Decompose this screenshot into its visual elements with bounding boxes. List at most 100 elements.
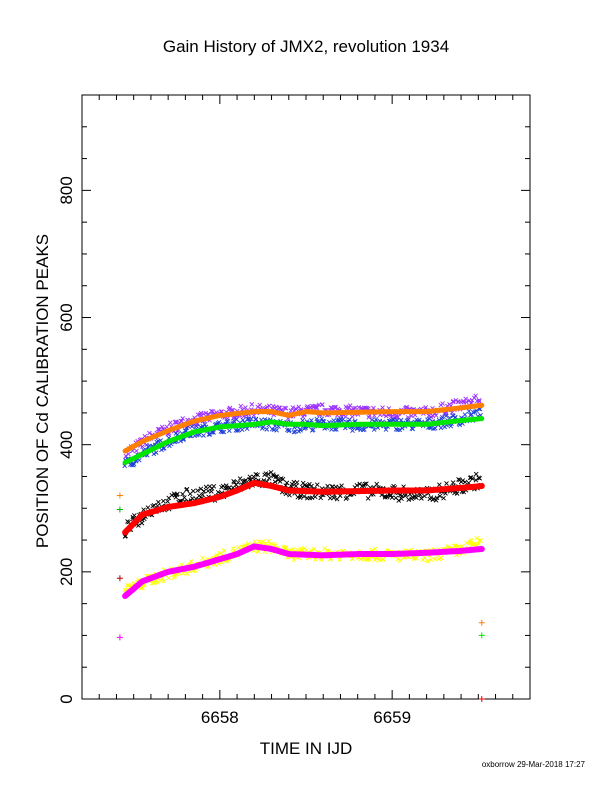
scatter-point <box>293 483 299 489</box>
scatter-point <box>434 495 440 501</box>
scatter-point <box>396 498 402 503</box>
scatter-point <box>265 471 271 477</box>
scatter-point <box>240 417 246 423</box>
scatter-point <box>217 550 223 556</box>
scatter-point <box>371 427 377 432</box>
scatter-point <box>314 405 320 411</box>
scatter-point <box>312 494 318 500</box>
scatter-point <box>325 483 330 489</box>
scatter-point <box>373 556 379 561</box>
scatter-point <box>354 483 360 488</box>
scatter-point <box>455 544 461 549</box>
scatter-point <box>369 417 375 423</box>
scatter-point <box>309 418 314 423</box>
scatter-point <box>466 408 472 414</box>
scatter-point <box>440 401 445 406</box>
scatter-point <box>422 493 427 499</box>
scatter-point <box>457 422 463 428</box>
scatter-point <box>209 408 214 414</box>
data-series <box>122 393 485 599</box>
scatter-point <box>195 412 201 417</box>
scatter-point <box>243 405 248 410</box>
x-tick-label: 6659 <box>373 708 411 727</box>
scatter-point <box>145 505 151 510</box>
scatter-point <box>462 412 468 417</box>
scatter-point <box>229 407 234 413</box>
scatter-point <box>332 427 338 432</box>
scatter-point <box>272 479 278 485</box>
scatter-point <box>235 428 240 433</box>
scatter-point <box>412 555 417 561</box>
scatter-point <box>256 549 261 555</box>
scatter-point <box>132 513 137 518</box>
series-3 <box>122 535 483 596</box>
scatter-point <box>126 451 131 457</box>
scatter-point <box>468 537 474 543</box>
scatter-point <box>231 546 236 551</box>
reference-marker <box>478 696 485 702</box>
scatter-point <box>175 491 180 497</box>
scatter-point <box>428 557 434 563</box>
scatter-point <box>444 481 449 486</box>
scatter-point <box>298 428 303 433</box>
scatter-point <box>166 575 171 581</box>
scatter-point <box>184 486 190 492</box>
scatter-point <box>182 495 187 500</box>
scatter-point <box>383 427 389 432</box>
scatter-point <box>125 582 130 588</box>
scatter-point <box>309 495 315 500</box>
scatter-point <box>337 493 343 499</box>
series-line <box>122 479 485 536</box>
scatter-point <box>290 547 296 552</box>
footer-credit: oxborrow 29-Mar-2018 17:27 <box>482 760 586 769</box>
series-line <box>122 543 485 599</box>
scatter-point <box>283 545 289 550</box>
scatter-point <box>428 425 434 431</box>
scatter-point <box>140 444 145 449</box>
scatter-point <box>474 535 480 541</box>
scatter-point <box>365 556 371 562</box>
series-7 <box>122 543 485 599</box>
scatter-point <box>291 429 297 435</box>
scatter-point <box>214 552 220 558</box>
scatter-point <box>399 425 405 431</box>
scatter-point <box>221 429 227 435</box>
scatter-point <box>389 414 394 420</box>
scatter-point <box>314 482 320 488</box>
series-6 <box>122 479 485 536</box>
scatter-point <box>243 478 249 483</box>
scatter-point <box>321 419 327 424</box>
scatter-point <box>397 427 403 433</box>
scatter-point <box>300 418 305 423</box>
scatter-point <box>180 416 186 421</box>
scatter-point <box>284 480 290 486</box>
scatter-point <box>477 476 482 481</box>
scatter-point <box>310 427 316 433</box>
scatter-point <box>210 409 215 414</box>
scatter-point <box>432 556 438 562</box>
scatter-point <box>373 417 379 422</box>
scatter-point <box>165 499 170 504</box>
scatter-point <box>223 483 229 488</box>
scatter-point <box>274 404 279 410</box>
scatter-point <box>372 546 378 552</box>
y-tick-label: 600 <box>57 303 76 331</box>
scatter-point <box>405 417 411 422</box>
scatter-point <box>266 475 272 481</box>
scatter-point <box>421 555 427 560</box>
scatter-point <box>260 424 266 430</box>
scatter-point <box>440 414 445 420</box>
series-line <box>122 416 485 465</box>
scatter-point <box>454 491 460 496</box>
scatter-point <box>264 427 270 432</box>
scatter-point <box>202 422 208 427</box>
scatter-point <box>273 474 279 479</box>
scatter-point <box>320 418 326 424</box>
scatter-point <box>129 462 135 468</box>
scatter-point <box>437 482 442 488</box>
scatter-point <box>414 495 419 501</box>
series-4 <box>122 402 485 454</box>
scatter-point <box>153 450 159 455</box>
scatter-point <box>216 420 222 425</box>
